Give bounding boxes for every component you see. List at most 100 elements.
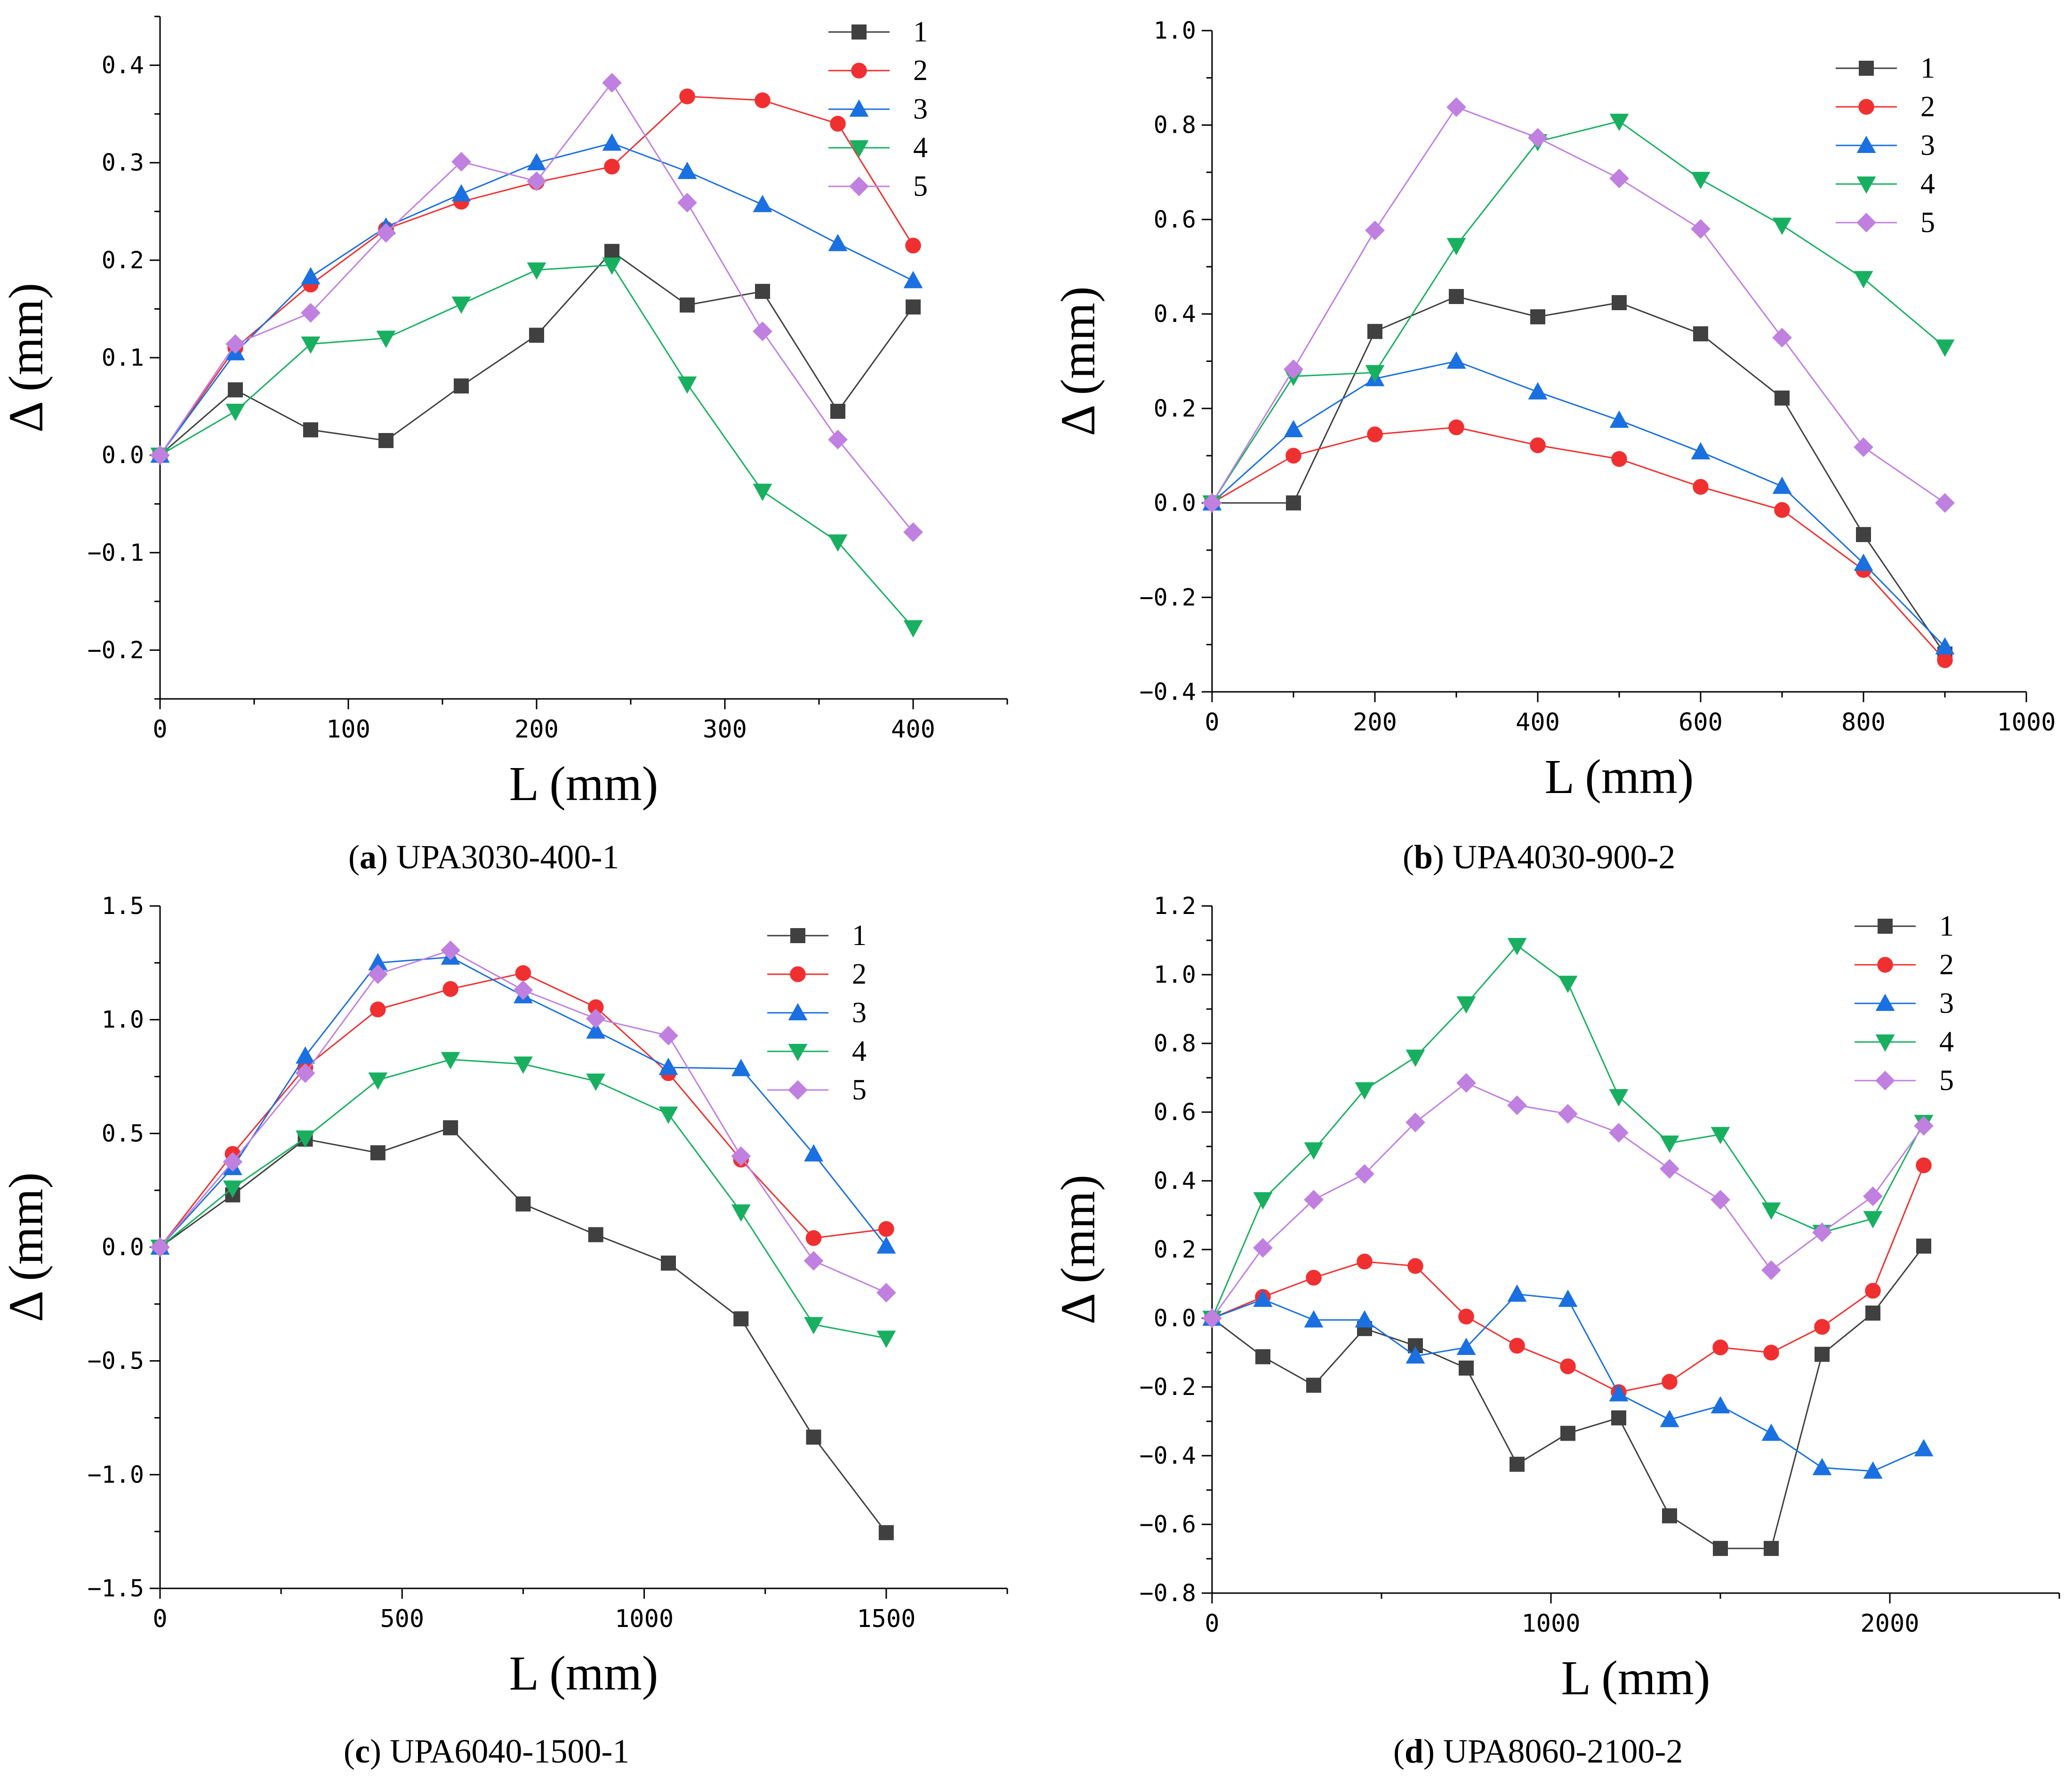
data-point bbox=[1916, 1238, 1931, 1254]
data-point bbox=[1761, 1260, 1781, 1280]
caption-letter: a bbox=[359, 838, 377, 876]
data-point bbox=[454, 378, 469, 394]
data-point bbox=[903, 522, 923, 542]
data-point bbox=[1863, 1211, 1883, 1229]
x-axis-label: L (mm) bbox=[509, 1646, 659, 1700]
y-tick-label: −0.2 bbox=[1140, 1373, 1196, 1401]
data-point bbox=[1456, 1073, 1476, 1093]
legend-marker bbox=[851, 63, 867, 79]
data-point bbox=[876, 1236, 896, 1254]
data-point bbox=[515, 965, 531, 981]
data-point bbox=[303, 422, 318, 438]
series-4 bbox=[1202, 938, 1934, 1328]
data-point bbox=[1558, 1104, 1578, 1124]
data-point bbox=[378, 433, 394, 449]
data-point bbox=[376, 330, 396, 348]
data-point bbox=[370, 1002, 386, 1018]
data-point bbox=[1863, 1186, 1883, 1206]
x-tick-label: 1000 bbox=[1997, 708, 2056, 737]
series-line-1 bbox=[1212, 296, 1946, 655]
data-point bbox=[1446, 238, 1466, 256]
y-tick-label: 1.0 bbox=[102, 1006, 144, 1034]
legend-label: 2 bbox=[852, 958, 867, 990]
x-tick-label: 100 bbox=[326, 715, 370, 744]
legend: 1 2 3 4 5 bbox=[767, 920, 867, 1106]
x-axis-label: L (mm) bbox=[1561, 1651, 1711, 1705]
data-point bbox=[368, 964, 388, 984]
caption-text: UPA6040-1500-1 bbox=[389, 1732, 630, 1770]
data-point bbox=[828, 430, 848, 449]
data-point bbox=[1854, 271, 1873, 288]
y-tick-label: 1.5 bbox=[102, 892, 144, 920]
data-point bbox=[1528, 382, 1548, 400]
caption-c: (c) UPA6040-1500-1 bbox=[344, 1732, 630, 1770]
y-tick-label: 0.0 bbox=[1154, 1305, 1196, 1332]
series-4 bbox=[150, 257, 923, 638]
caption-letter: d bbox=[1404, 1732, 1424, 1770]
y-tick-label: 1.0 bbox=[1154, 17, 1196, 44]
data-point bbox=[803, 1251, 824, 1271]
data-point bbox=[1761, 1423, 1781, 1441]
data-point bbox=[1285, 448, 1301, 464]
y-tick-label: 0.2 bbox=[102, 247, 144, 274]
data-point bbox=[1609, 1089, 1629, 1106]
x-tick-label: 1000 bbox=[615, 1605, 674, 1633]
data-point bbox=[1355, 1164, 1374, 1184]
legend-marker bbox=[1856, 136, 1876, 153]
data-point bbox=[1761, 1202, 1781, 1220]
data-point bbox=[301, 267, 321, 285]
data-point bbox=[1456, 1338, 1476, 1355]
data-point bbox=[1815, 1346, 1830, 1362]
y-axis-label: Δ (mm) bbox=[0, 1172, 53, 1322]
y-tick-label: −0.8 bbox=[1140, 1579, 1196, 1607]
data-point bbox=[731, 1058, 751, 1076]
y-tick-label: 0.8 bbox=[1154, 112, 1196, 139]
data-point bbox=[223, 1180, 242, 1198]
x-tick-label: 500 bbox=[380, 1605, 424, 1633]
data-point bbox=[527, 262, 546, 280]
data-point bbox=[1560, 1426, 1575, 1441]
data-point bbox=[225, 334, 245, 354]
legend-marker bbox=[1858, 99, 1874, 115]
legend-marker bbox=[790, 966, 806, 982]
legend-marker bbox=[1875, 1071, 1895, 1090]
data-point bbox=[1814, 1319, 1830, 1335]
data-point bbox=[441, 1052, 460, 1070]
data-point bbox=[150, 445, 170, 465]
data-point bbox=[1405, 1112, 1425, 1132]
data-point bbox=[1507, 938, 1527, 955]
x-tick-label: 1000 bbox=[1521, 1610, 1580, 1638]
data-point bbox=[1609, 410, 1629, 428]
y-tick-label: −0.2 bbox=[88, 636, 144, 664]
legend: 1 2 3 4 5 bbox=[1855, 910, 1954, 1097]
data-point bbox=[1558, 976, 1578, 994]
legend-marker bbox=[788, 1080, 808, 1100]
legend-label: 1 bbox=[913, 16, 928, 48]
chart-panel-a: 0 100 200 300 400 −0.2 −0.1 0.0 0.1 0.2 0.3 0.4 L (m… bbox=[0, 16, 1008, 811]
legend-marker bbox=[851, 24, 867, 40]
x-tick-label: 400 bbox=[1516, 708, 1560, 737]
data-point bbox=[1763, 1345, 1779, 1361]
data-point bbox=[1255, 1349, 1270, 1364]
data-point bbox=[451, 296, 471, 314]
data-point bbox=[1530, 437, 1546, 453]
data-point bbox=[1863, 1461, 1883, 1479]
data-point bbox=[753, 194, 772, 212]
legend-marker bbox=[849, 176, 869, 196]
data-point bbox=[1660, 1410, 1679, 1427]
legend-label: 4 bbox=[1939, 1026, 1954, 1058]
data-point bbox=[1253, 1238, 1273, 1258]
legend-label: 2 bbox=[1920, 91, 1935, 123]
data-point bbox=[1202, 493, 1222, 513]
data-point bbox=[1459, 1360, 1474, 1376]
data-point bbox=[513, 1056, 533, 1074]
series-5 bbox=[150, 940, 896, 1303]
legend-label: 3 bbox=[1939, 987, 1954, 1019]
data-point bbox=[1774, 502, 1790, 518]
data-point bbox=[1304, 1190, 1324, 1210]
series-line-5 bbox=[1211, 106, 1945, 504]
series-line-4 bbox=[1211, 944, 1925, 1319]
y-axis-label: Δ (mm) bbox=[1051, 286, 1105, 436]
data-point bbox=[1405, 1346, 1425, 1364]
chart-panel-b: 0 200 400 600 800 1000 −0.4 −0.2 0.0 0.2 0.4 0.6 0.8… bbox=[1051, 17, 2056, 804]
